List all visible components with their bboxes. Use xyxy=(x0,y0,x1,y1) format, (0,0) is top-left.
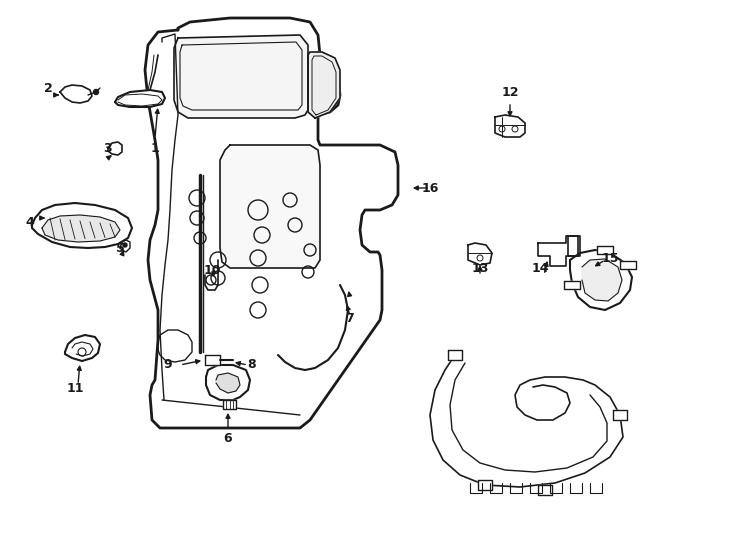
Text: 3: 3 xyxy=(103,141,112,154)
Polygon shape xyxy=(538,236,578,266)
Text: 2: 2 xyxy=(43,82,52,94)
Text: 8: 8 xyxy=(247,359,256,372)
Circle shape xyxy=(123,243,127,247)
Polygon shape xyxy=(430,355,623,487)
Circle shape xyxy=(93,90,98,94)
Text: 14: 14 xyxy=(531,261,549,274)
Polygon shape xyxy=(568,236,580,256)
Polygon shape xyxy=(32,203,132,248)
Polygon shape xyxy=(216,373,240,393)
Text: 7: 7 xyxy=(346,312,355,325)
Polygon shape xyxy=(308,52,340,118)
Polygon shape xyxy=(564,281,580,289)
Polygon shape xyxy=(120,240,130,252)
Text: 13: 13 xyxy=(471,261,489,274)
Polygon shape xyxy=(223,400,236,409)
Polygon shape xyxy=(570,250,632,310)
Polygon shape xyxy=(206,365,250,400)
Polygon shape xyxy=(468,243,492,265)
Text: 1: 1 xyxy=(150,141,159,154)
Polygon shape xyxy=(597,246,613,254)
Text: 16: 16 xyxy=(421,181,439,194)
Polygon shape xyxy=(60,85,92,103)
Polygon shape xyxy=(42,215,120,242)
Text: 10: 10 xyxy=(203,264,221,276)
Text: 11: 11 xyxy=(66,381,84,395)
Text: 6: 6 xyxy=(224,431,233,444)
Polygon shape xyxy=(145,18,398,428)
Polygon shape xyxy=(205,355,220,365)
Polygon shape xyxy=(115,90,165,107)
Text: 4: 4 xyxy=(26,215,34,228)
Polygon shape xyxy=(448,350,462,360)
Text: 9: 9 xyxy=(164,359,172,372)
Polygon shape xyxy=(174,35,308,118)
Text: 15: 15 xyxy=(601,252,619,265)
Polygon shape xyxy=(495,115,525,137)
Polygon shape xyxy=(620,261,636,269)
Polygon shape xyxy=(613,410,627,420)
Polygon shape xyxy=(108,142,122,155)
Polygon shape xyxy=(478,480,492,490)
Polygon shape xyxy=(220,145,320,268)
Polygon shape xyxy=(582,259,622,301)
Text: 5: 5 xyxy=(116,241,124,254)
Text: 12: 12 xyxy=(501,85,519,98)
Polygon shape xyxy=(65,335,100,361)
Polygon shape xyxy=(538,485,552,495)
